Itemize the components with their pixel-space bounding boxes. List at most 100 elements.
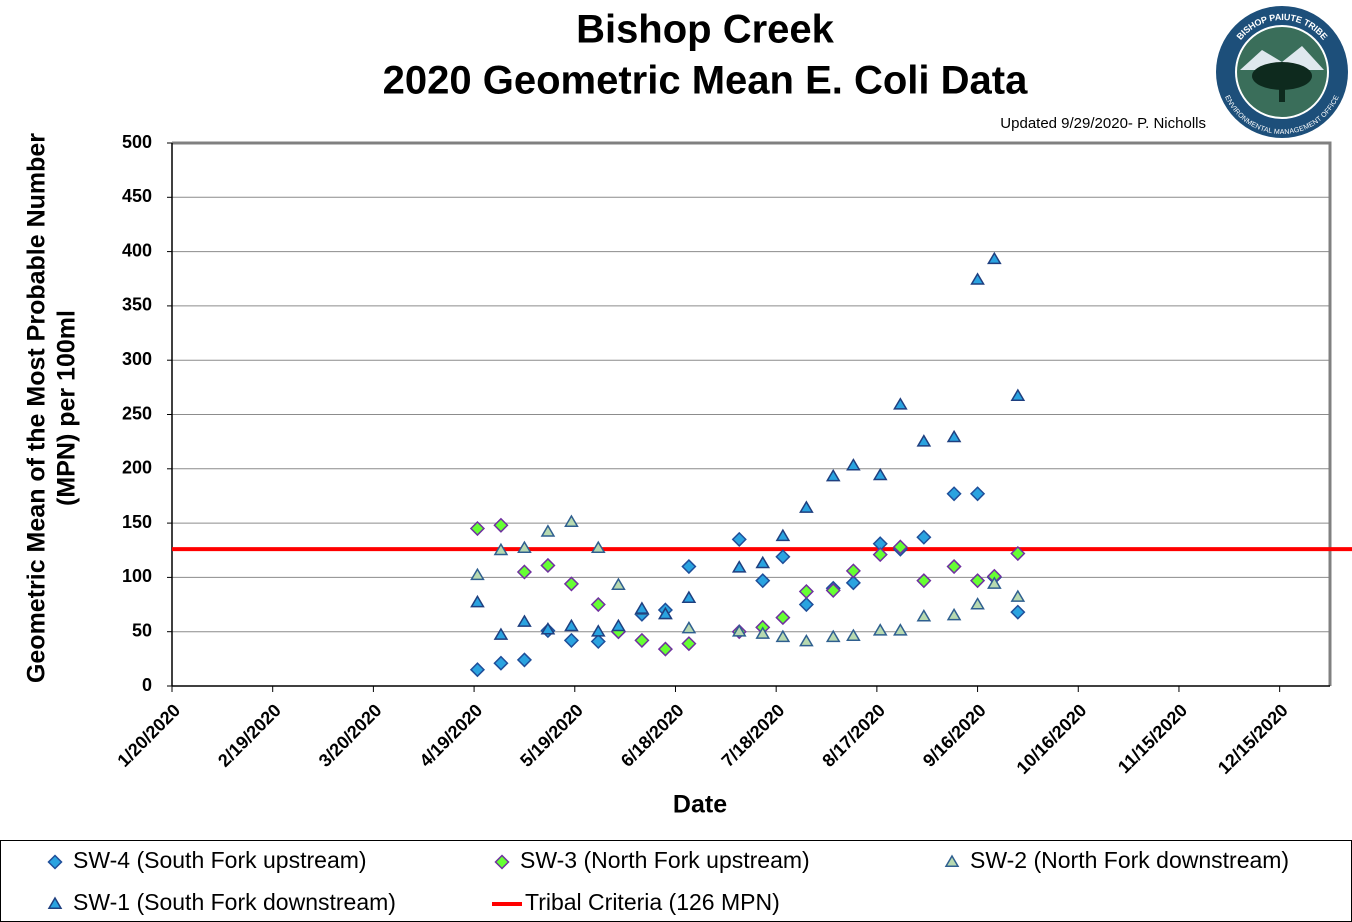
marker-triangle: [470, 567, 485, 581]
marker-triangle: [590, 540, 606, 554]
marker-triangle: [47, 896, 63, 909]
marker-triangle: [540, 524, 556, 537]
marker-diamond: [563, 632, 579, 648]
marker-diamond: [1010, 604, 1026, 620]
y-tick-label: 400: [122, 240, 152, 260]
plot-frame: [172, 141, 1332, 686]
marker-triangle: [846, 458, 861, 471]
y-axis-title: Geometric Mean of the Most Probable Numb…: [23, 133, 51, 683]
marker-diamond: [516, 564, 532, 580]
marker-diamond: [845, 563, 861, 579]
marker-triangle: [564, 514, 579, 527]
series: [469, 517, 1026, 657]
y-tick-label: 350: [122, 295, 152, 315]
marker-triangle: [517, 540, 532, 554]
marker-triangle: [872, 623, 888, 636]
marker-triangle: [493, 627, 509, 640]
logo-tree: [1252, 62, 1312, 90]
marker-diamond: [845, 575, 861, 591]
marker-diamond: [916, 573, 932, 589]
marker-triangle: [970, 272, 985, 285]
marker-diamond: [681, 636, 697, 652]
annotation: Updated 9/29/2020- P. Nicholls: [1000, 115, 1206, 132]
marker-diamond: [775, 610, 791, 626]
marker-triangle: [893, 623, 908, 636]
marker-triangle: [916, 609, 932, 622]
marker-triangle: [775, 629, 791, 643]
marker-diamond: [775, 549, 791, 565]
chart-title: Bishop Creek: [576, 8, 835, 52]
marker-diamond: [755, 573, 771, 589]
legend-label: SW-2 (North Fork downstream): [970, 847, 1289, 873]
marker-triangle: [946, 607, 962, 621]
marker-triangle: [611, 577, 626, 590]
marker-triangle: [731, 624, 747, 637]
marker-triangle: [634, 601, 650, 614]
marker-triangle: [755, 555, 771, 569]
marker-triangle: [916, 434, 932, 447]
y-tick-label: 150: [122, 512, 152, 532]
logo: BISHOP PAIUTE TRIBE ENVIRONMENTAL MANAGE…: [1216, 6, 1348, 138]
marker-triangle: [470, 594, 485, 608]
marker-diamond: [493, 655, 509, 671]
marker-triangle: [775, 528, 791, 542]
marker-diamond: [634, 632, 650, 648]
series: [470, 251, 1026, 640]
marker-triangle: [1010, 388, 1026, 401]
marker-triangle: [731, 560, 747, 573]
marker-diamond: [970, 573, 986, 589]
marker-triangle: [893, 397, 908, 410]
marker-triangle: [517, 614, 532, 627]
legend-label: Tribal Criteria (126 MPN): [525, 889, 780, 915]
legend-label: SW-3 (North Fork upstream): [520, 847, 810, 873]
marker-triangle: [540, 622, 556, 635]
marker-diamond: [516, 652, 532, 668]
marker-triangle: [681, 620, 697, 634]
marker-diamond: [916, 529, 932, 545]
marker-triangle: [590, 624, 606, 637]
marker-triangle: [872, 467, 888, 481]
marker-triangle: [825, 629, 841, 643]
logo-mountains: [1240, 46, 1324, 70]
marker-diamond: [872, 547, 888, 563]
marker-triangle: [611, 618, 626, 632]
marker-diamond: [681, 558, 697, 575]
y-tick-label: 200: [122, 458, 152, 478]
marker-triangle: [970, 597, 985, 610]
marker-diamond: [469, 662, 486, 678]
marker-triangle: [944, 854, 960, 867]
legend-label: SW-4 (South Fork upstream): [73, 847, 367, 873]
y-axis-title: (MPN) per 100ml: [53, 310, 81, 506]
marker-diamond: [970, 486, 986, 502]
y-tick-label: 100: [122, 566, 152, 586]
marker-triangle: [681, 590, 697, 603]
y-tick-label: 0: [142, 675, 152, 695]
marker-diamond: [798, 583, 814, 600]
marker-diamond: [590, 633, 606, 650]
marker-triangle: [846, 628, 861, 641]
marker-diamond: [47, 854, 63, 870]
y-tick-label: 500: [122, 132, 152, 152]
marker-triangle: [987, 251, 1002, 265]
y-tick-label: 50: [132, 620, 152, 640]
y-tick-label: 300: [122, 349, 152, 369]
marker-diamond: [946, 486, 962, 502]
marker-triangle: [799, 633, 814, 647]
marker-triangle: [799, 500, 814, 513]
marker-diamond: [493, 517, 509, 533]
marker-triangle: [825, 468, 841, 482]
marker-triangle: [658, 606, 673, 620]
legend-label: SW-1 (South Fork downstream): [73, 889, 396, 915]
logo-trunk: [1279, 84, 1285, 102]
y-tick-label: 250: [122, 403, 152, 423]
marker-diamond: [892, 539, 908, 555]
marker-diamond: [657, 641, 673, 657]
marker-diamond: [469, 520, 486, 537]
marker-diamond: [946, 558, 962, 575]
chart-subtitle: 2020 Geometric Mean E. Coli Data: [383, 59, 1028, 103]
marker-diamond: [563, 576, 579, 592]
marker-diamond: [825, 582, 841, 598]
marker-diamond: [540, 557, 556, 574]
